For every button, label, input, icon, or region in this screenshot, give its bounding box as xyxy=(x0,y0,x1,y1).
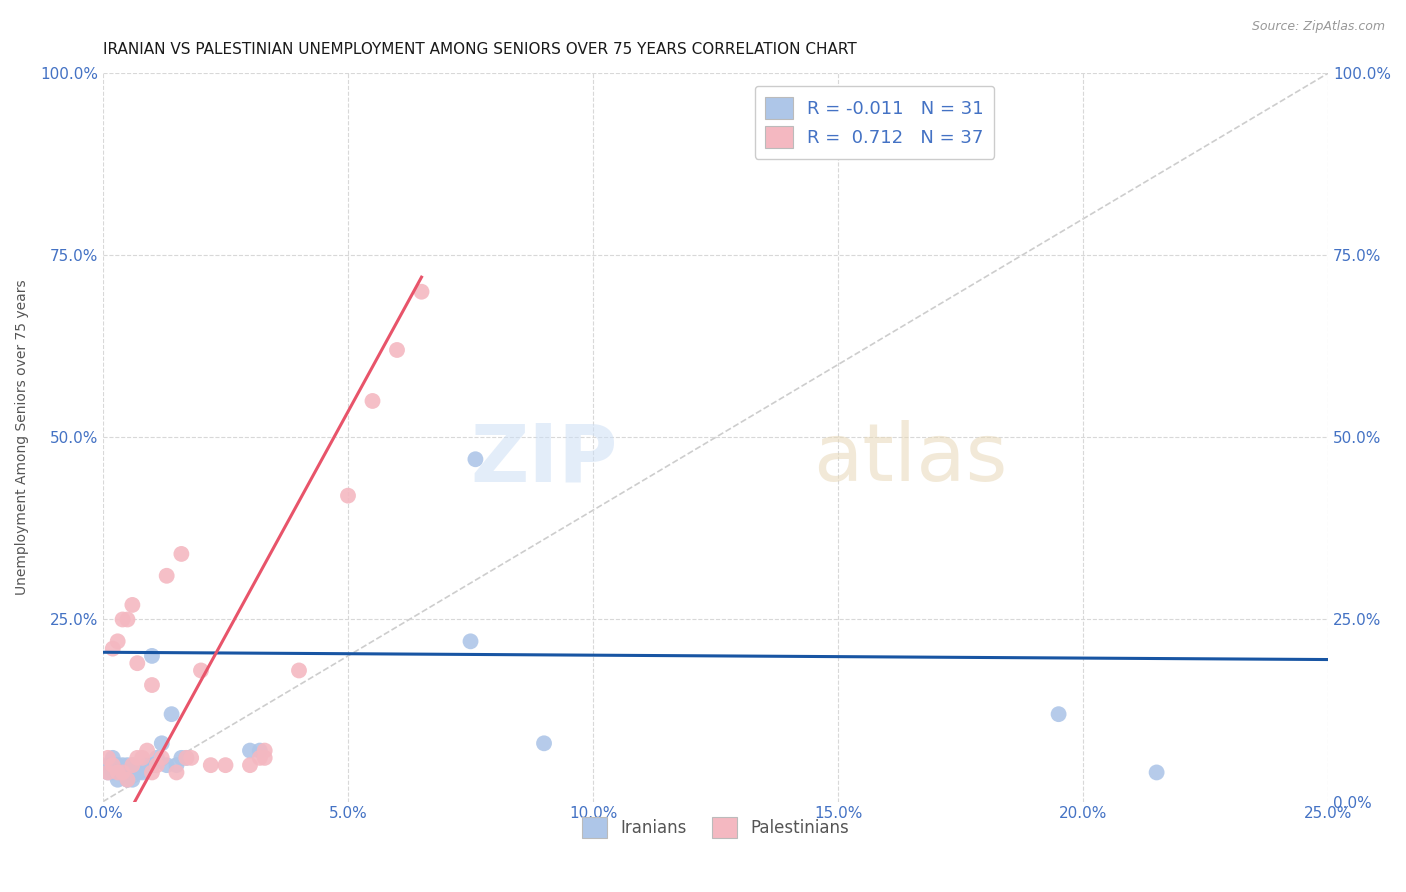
Point xyxy=(107,634,129,648)
Point xyxy=(141,678,163,692)
Point xyxy=(107,765,129,780)
Point xyxy=(385,343,408,357)
Point xyxy=(131,751,153,765)
Text: IRANIAN VS PALESTINIAN UNEMPLOYMENT AMONG SENIORS OVER 75 YEARS CORRELATION CHAR: IRANIAN VS PALESTINIAN UNEMPLOYMENT AMON… xyxy=(103,42,856,57)
Point xyxy=(214,758,236,772)
Point xyxy=(121,598,143,612)
Point xyxy=(146,758,169,772)
Point xyxy=(411,285,433,299)
Legend: Iranians, Palestinians: Iranians, Palestinians xyxy=(575,811,856,844)
Point xyxy=(1146,765,1168,780)
Point xyxy=(101,765,124,780)
Point xyxy=(288,664,311,678)
Point xyxy=(249,743,271,757)
Point xyxy=(170,751,193,765)
Point xyxy=(239,758,262,772)
Point xyxy=(107,772,129,787)
Point xyxy=(101,751,124,765)
Point xyxy=(253,743,276,757)
Point xyxy=(200,758,222,772)
Point xyxy=(117,772,139,787)
Point xyxy=(141,765,163,780)
Point xyxy=(146,751,169,765)
Point xyxy=(117,612,139,626)
Point xyxy=(127,765,149,780)
Point xyxy=(121,758,143,772)
Point xyxy=(160,707,183,722)
Point xyxy=(464,452,486,467)
Point xyxy=(136,743,159,757)
Point xyxy=(141,758,163,772)
Point xyxy=(174,751,197,765)
Point xyxy=(117,758,139,772)
Point xyxy=(190,664,212,678)
Point xyxy=(249,751,271,765)
Point xyxy=(121,772,143,787)
Point xyxy=(111,758,134,772)
Point xyxy=(156,758,179,772)
Point xyxy=(101,758,124,772)
Point xyxy=(97,765,120,780)
Point xyxy=(127,751,149,765)
Point xyxy=(170,547,193,561)
Point xyxy=(253,751,276,765)
Point xyxy=(127,656,149,670)
Point xyxy=(239,743,262,757)
Point xyxy=(111,765,134,780)
Point xyxy=(97,765,120,780)
Point xyxy=(150,736,173,750)
Point xyxy=(111,612,134,626)
Text: atlas: atlas xyxy=(814,420,1008,499)
Point xyxy=(101,641,124,656)
Point xyxy=(166,758,188,772)
Point xyxy=(166,765,188,780)
Text: ZIP: ZIP xyxy=(470,420,617,499)
Point xyxy=(121,758,143,772)
Point xyxy=(97,758,120,772)
Point xyxy=(131,765,153,780)
Point xyxy=(180,751,202,765)
Point xyxy=(111,765,134,780)
Point xyxy=(107,758,129,772)
Point xyxy=(174,751,197,765)
Y-axis label: Unemployment Among Seniors over 75 years: Unemployment Among Seniors over 75 years xyxy=(15,279,30,595)
Text: Source: ZipAtlas.com: Source: ZipAtlas.com xyxy=(1251,20,1385,33)
Point xyxy=(1047,707,1070,722)
Point xyxy=(141,648,163,663)
Point xyxy=(117,772,139,787)
Point xyxy=(97,751,120,765)
Point xyxy=(136,758,159,772)
Point xyxy=(361,394,384,409)
Point xyxy=(460,634,482,648)
Point xyxy=(150,751,173,765)
Point xyxy=(337,489,360,503)
Point xyxy=(156,568,179,582)
Point xyxy=(533,736,555,750)
